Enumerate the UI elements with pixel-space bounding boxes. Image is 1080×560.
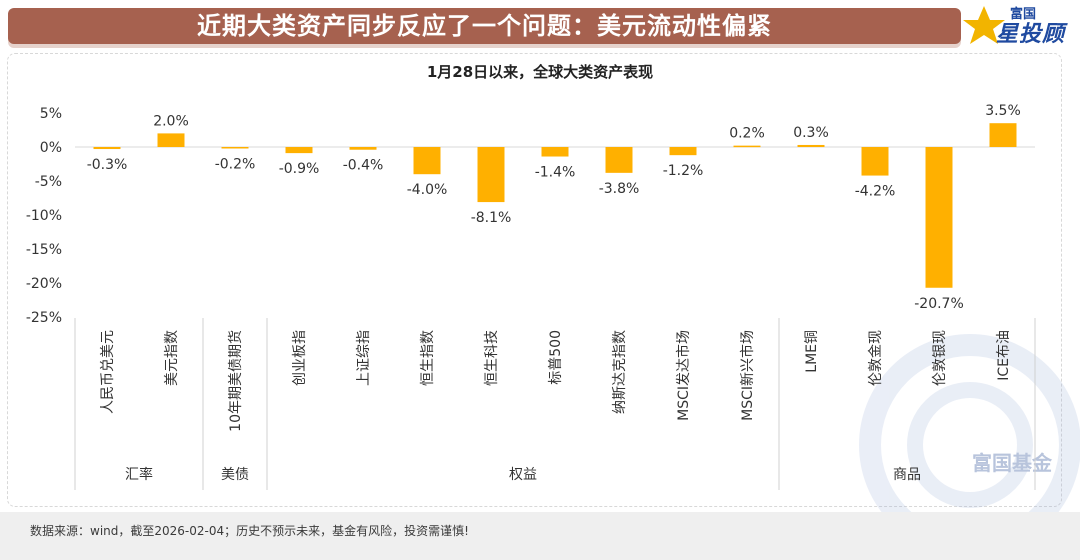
- page-title: 近期大类资产同步反应了一个问题：美元流动性偏紧: [197, 12, 772, 40]
- bar: [285, 147, 313, 154]
- data-label: -4.0%: [407, 182, 448, 198]
- category-label: 恒生科技: [484, 330, 500, 386]
- y-tick-label: 0%: [40, 140, 62, 156]
- data-label: -8.1%: [471, 210, 512, 226]
- category-label: 创业板指: [292, 330, 308, 386]
- bar: [541, 147, 569, 157]
- logo-small-text: 富国: [1010, 7, 1037, 22]
- group-label: 美债: [221, 467, 249, 483]
- data-label: -3.8%: [599, 181, 640, 197]
- category-label: 标普500: [548, 330, 564, 385]
- bar: [349, 147, 377, 150]
- category-label: 纳斯达克指数: [612, 330, 628, 414]
- data-label: -0.4%: [343, 158, 384, 174]
- bar-chart: 富国基金 1月28日以来，全球大类资产表现 5% 0% -5% -10% -15% -20…: [26, 63, 1080, 512]
- y-tick-label: 5%: [40, 106, 62, 122]
- data-label: -0.2%: [215, 157, 256, 173]
- chart-title: 1月28日以来，全球大类资产表现: [427, 63, 653, 81]
- bar: [925, 147, 953, 288]
- bar: [797, 144, 825, 147]
- group-label: 权益: [509, 467, 537, 483]
- chart-frame: [7, 53, 1062, 507]
- category-label: LME铜: [804, 330, 820, 373]
- bar: [733, 145, 761, 148]
- category-label: 伦敦银现: [932, 330, 948, 386]
- data-label: -1.2%: [663, 163, 704, 179]
- category-label: 恒生指数: [420, 330, 436, 386]
- group-label: 汇率: [125, 466, 153, 483]
- category-label: 上证综指: [356, 330, 372, 386]
- star-logo-icon: [963, 6, 1005, 44]
- y-tick-label: -15%: [26, 242, 62, 258]
- y-tick-label: -5%: [35, 174, 62, 190]
- bar: [861, 147, 889, 176]
- data-label: 0.2%: [729, 126, 765, 142]
- y-tick-label: -10%: [26, 208, 62, 224]
- bar: [989, 123, 1017, 147]
- data-label: 2.0%: [153, 113, 189, 129]
- data-label: -4.2%: [855, 184, 896, 200]
- bar: [93, 147, 121, 150]
- category-label: ICE布油: [996, 330, 1012, 381]
- category-label: 伦敦金现: [868, 330, 884, 386]
- category-label: 人民币兑美元: [100, 330, 116, 414]
- data-label: -0.3%: [87, 157, 128, 173]
- y-tick-label: -20%: [26, 276, 62, 292]
- watermark-text: 富国基金: [972, 451, 1053, 475]
- bar: [477, 147, 505, 203]
- bar: [605, 147, 633, 173]
- watermark: [859, 334, 1080, 512]
- group-label: 商品: [893, 467, 921, 483]
- category-label: MSCI新兴市场: [739, 330, 756, 421]
- bar: [669, 147, 697, 156]
- data-label: -20.7%: [914, 296, 964, 312]
- brand-logo: [962, 2, 1077, 52]
- footer-note: 数据来源：wind，截至2026-02-04；历史不预示未来，基金有风险，投资需…: [30, 524, 469, 538]
- data-label: -0.9%: [279, 161, 320, 177]
- footer: 数据来源：wind，截至2026-02-04；历史不预示未来，基金有风险，投资需…: [0, 512, 1080, 560]
- bar: [413, 147, 441, 175]
- category-label: MSCI发达市场: [675, 330, 692, 421]
- title-banner: 近期大类资产同步反应了一个问题：美元流动性偏紧: [8, 8, 961, 44]
- y-tick-label: -25%: [26, 310, 62, 326]
- bar: [157, 133, 185, 147]
- data-label: 3.5%: [985, 103, 1021, 119]
- data-label: 0.3%: [793, 125, 829, 141]
- bar: [221, 147, 249, 149]
- logo-big-text: 星投顾: [996, 22, 1066, 47]
- data-label: -1.4%: [535, 165, 576, 181]
- category-label: 10年期美债期货: [227, 330, 244, 432]
- category-label: 美元指数: [164, 330, 180, 386]
